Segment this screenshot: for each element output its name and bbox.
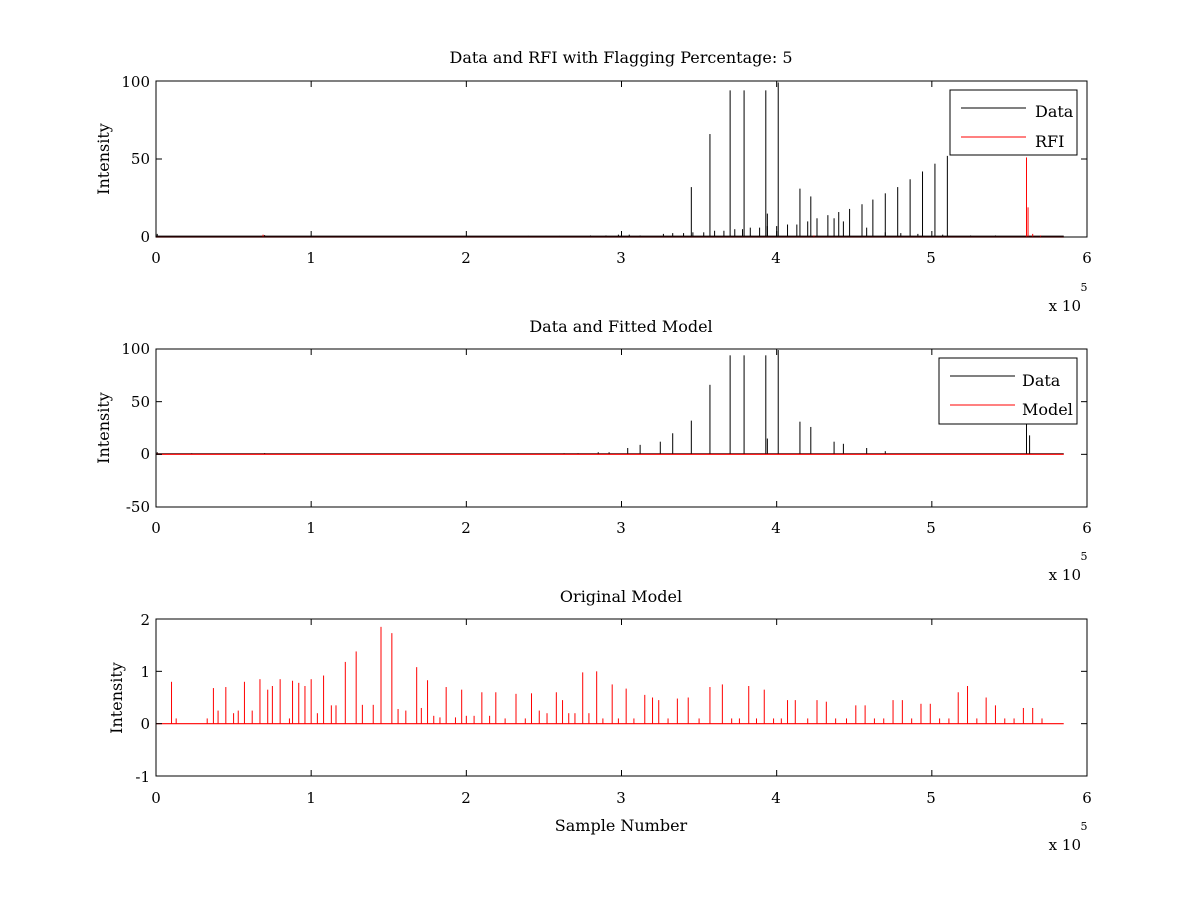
x-multiplier: x 10 [1049, 566, 1081, 584]
tick-marks [155, 348, 1088, 508]
y-tick-label: -50 [126, 498, 150, 516]
x-tick-label: 2 [461, 249, 471, 267]
y-tick-label: 100 [121, 340, 150, 358]
legend-label-rfi: RFI [1035, 132, 1064, 151]
tick-marks [155, 80, 1088, 238]
x-tick-label: 5 [926, 519, 936, 537]
x-tick-label: 1 [306, 249, 316, 267]
legend: Data RFI [949, 89, 1078, 156]
x-tick-label: 6 [1082, 789, 1092, 807]
y-tick-label: 50 [131, 150, 150, 168]
legend-box [938, 357, 1078, 425]
x-tick-label: 3 [616, 519, 626, 537]
plot-area [156, 619, 1087, 776]
y-axis-label: Intensity [107, 662, 126, 734]
plot-area [156, 81, 1087, 237]
y-tick-label: 100 [121, 73, 150, 91]
x-multiplier-exponent: 5 [1081, 550, 1088, 563]
y-tick-label: -1 [135, 768, 150, 786]
subplot-rfi: Data and RFI with Flagging Percentage: 5… [94, 48, 1092, 315]
x-tick-label: 1 [306, 519, 316, 537]
x-tick-label: 0 [151, 789, 161, 807]
y-axis-label: Intensity [94, 392, 113, 464]
legend-label-data: Data [1022, 371, 1061, 390]
y-axis-label: Intensity [94, 123, 113, 195]
legend-box [949, 89, 1078, 156]
y-tick-label: 0 [140, 715, 150, 733]
subplot-title: Original Model [560, 587, 682, 606]
x-tick-label: 6 [1082, 519, 1092, 537]
legend-label-model: Model [1022, 400, 1073, 419]
x-ticks: 0 1 2 3 4 5 6 [151, 789, 1092, 807]
x-multiplier: x 10 [1049, 297, 1081, 315]
x-tick-label: 3 [616, 249, 626, 267]
y-ticks: -1 0 1 2 [135, 611, 150, 786]
x-axis-label: Sample Number [555, 816, 688, 835]
subplot-fitted-model: Data and Fitted Model -50 0 50 100 0 1 2… [94, 317, 1092, 584]
x-tick-label: 6 [1082, 249, 1092, 267]
x-tick-label: 4 [771, 789, 781, 807]
x-tick-label: 0 [151, 519, 161, 537]
x-tick-label: 3 [616, 789, 626, 807]
series-model-0 [156, 626, 1064, 725]
x-tick-label: 5 [926, 249, 936, 267]
subplot-title: Data and Fitted Model [529, 317, 712, 336]
series-data [156, 82, 1064, 237]
x-tick-label: 2 [461, 519, 471, 537]
y-ticks: -50 0 50 100 [121, 340, 150, 516]
y-tick-label: 0 [140, 445, 150, 463]
legend-label-data: Data [1035, 102, 1074, 121]
x-tick-label: 2 [461, 789, 471, 807]
y-tick-label: 1 [140, 663, 150, 681]
x-tick-label: 4 [771, 249, 781, 267]
plot-area [156, 349, 1087, 507]
x-multiplier: x 10 [1049, 836, 1081, 854]
y-tick-label: 0 [140, 228, 150, 246]
tick-marks [155, 618, 1088, 777]
series-layer [156, 626, 1064, 725]
y-ticks: 0 50 100 [121, 73, 150, 246]
x-tick-label: 4 [771, 519, 781, 537]
x-tick-label: 0 [151, 249, 161, 267]
x-ticks: 0 1 2 3 4 5 6 [151, 519, 1092, 537]
y-tick-label: 50 [131, 393, 150, 411]
x-tick-label: 1 [306, 789, 316, 807]
subplot-title: Data and RFI with Flagging Percentage: 5 [449, 48, 792, 67]
legend: Data Model [938, 357, 1078, 425]
series-layer [156, 350, 1064, 455]
x-multiplier-exponent: 5 [1081, 281, 1088, 294]
y-tick-label: 2 [140, 611, 150, 629]
subplot-original-model: Original Model -1 0 1 2 0 1 2 3 4 5 6 In… [107, 587, 1092, 854]
x-tick-label: 5 [926, 789, 936, 807]
x-multiplier-exponent: 5 [1081, 820, 1088, 833]
x-ticks: 0 1 2 3 4 5 6 [151, 249, 1092, 267]
